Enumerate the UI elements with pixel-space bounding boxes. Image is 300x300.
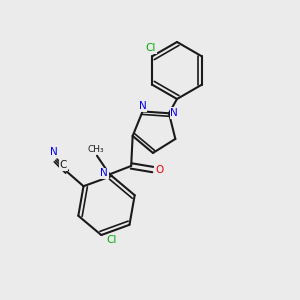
Text: N: N: [170, 108, 178, 118]
Text: Cl: Cl: [146, 43, 156, 53]
Text: C: C: [59, 160, 67, 170]
Text: CH₃: CH₃: [87, 145, 104, 154]
Text: N: N: [50, 147, 58, 157]
Text: N: N: [139, 101, 146, 111]
Text: N: N: [100, 168, 108, 178]
Text: O: O: [155, 164, 164, 175]
Text: Cl: Cl: [106, 236, 117, 245]
